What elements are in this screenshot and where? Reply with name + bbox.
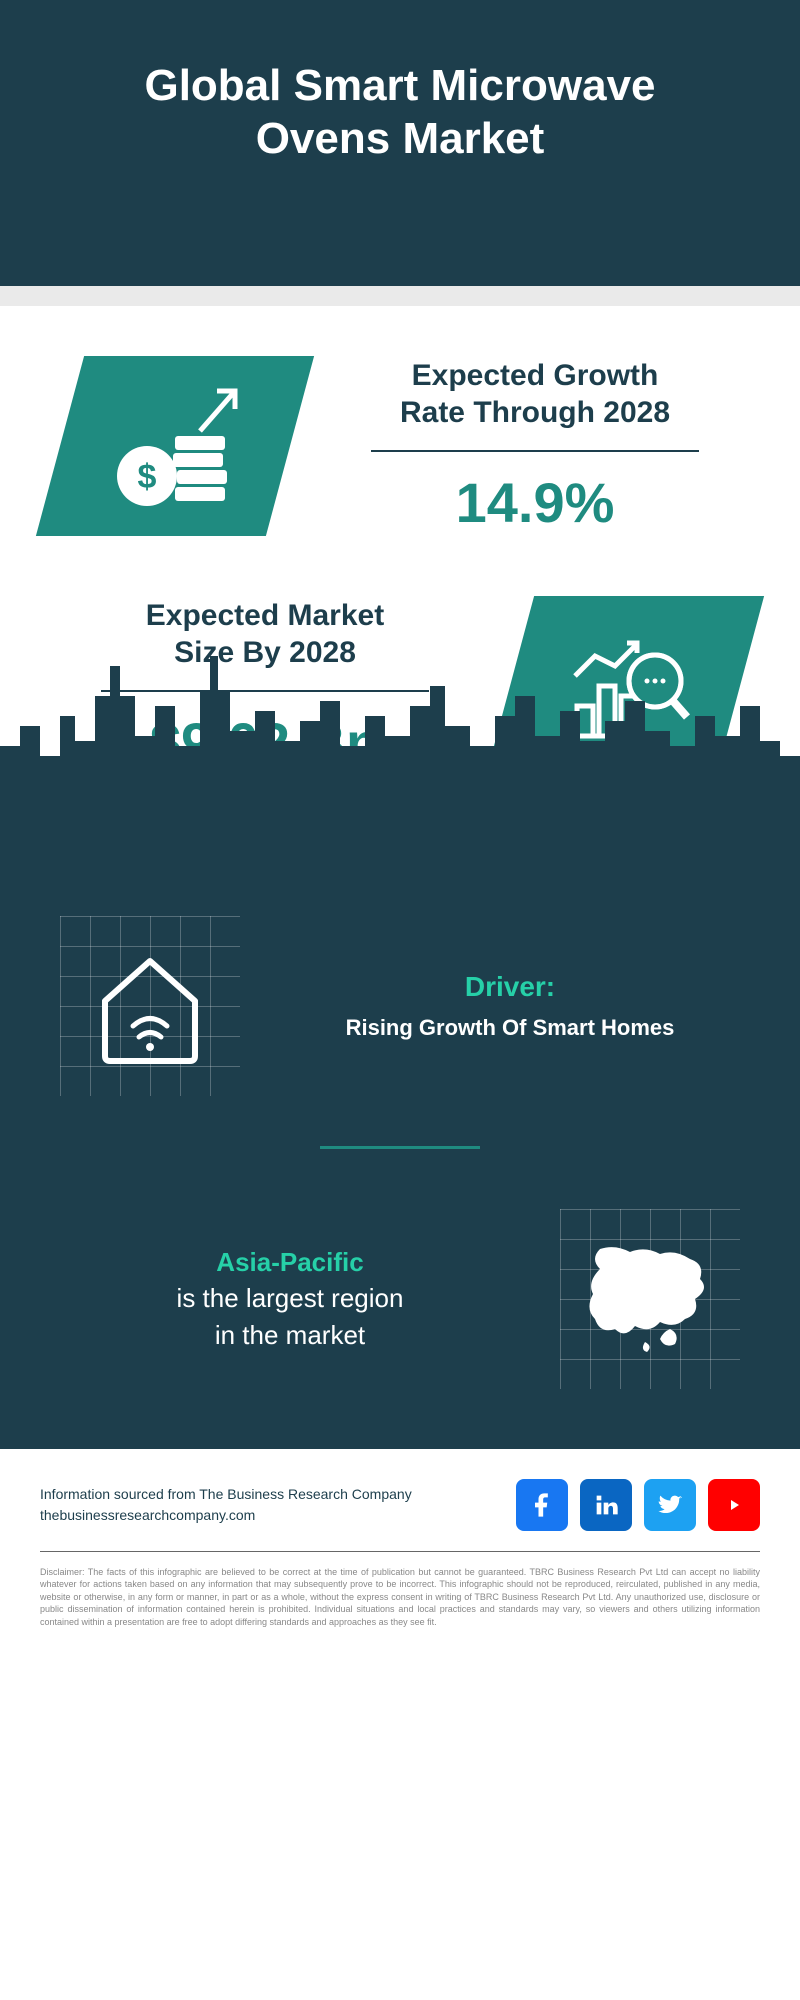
stat-value-growth: 14.9% [330,470,740,535]
title-line-2: Ovens Market [256,114,545,163]
twitter-icon[interactable] [644,1479,696,1531]
driver-icon-box [60,916,240,1096]
smart-home-icon [85,941,215,1071]
driver-row: Driver: Rising Growth Of Smart Homes [60,916,740,1096]
youtube-icon[interactable] [708,1479,760,1531]
teal-divider [320,1146,480,1149]
stat-section-1: $ Expected Growth Rate Through 2028 14.9… [0,306,800,586]
stat-label-growth: Expected Growth Rate Through 2028 [330,357,740,432]
title-line-1: Global Smart Microwave [144,61,655,110]
driver-text: Driver: Rising Growth Of Smart Homes [280,971,740,1041]
stat-text-growth: Expected Growth Rate Through 2028 14.9% [330,357,740,535]
footer-source: Information sourced from The Business Re… [40,1484,412,1526]
region-highlight: Asia-Pacific [216,1247,363,1277]
region-line-2: in the market [215,1320,365,1350]
growth-icon-box: $ [36,356,314,536]
social-icons [516,1479,760,1531]
driver-value: Rising Growth Of Smart Homes [280,1015,740,1041]
footer: Information sourced from The Business Re… [0,1449,800,1649]
skyline-icon [0,646,800,786]
separator-bar [0,286,800,306]
skyline-graphic [0,786,800,906]
asia-map-icon [575,1234,725,1364]
footer-top: Information sourced from The Business Re… [40,1479,760,1552]
page-title: Global Smart Microwave Ovens Market [40,60,760,166]
region-icon-box [560,1209,740,1389]
region-line-1: is the largest region [177,1283,404,1313]
growth-coins-icon: $ [105,381,245,511]
region-row: Asia-Pacific is the largest region in th… [60,1209,740,1389]
driver-label: Driver: [280,971,740,1003]
facebook-icon[interactable] [516,1479,568,1531]
stat-divider [371,450,699,452]
svg-text:$: $ [138,458,157,496]
region-text: Asia-Pacific is the largest region in th… [60,1244,520,1353]
header: Global Smart Microwave Ovens Market [0,0,800,286]
dark-section: Driver: Rising Growth Of Smart Homes Asi… [0,906,800,1449]
disclaimer-text: Disclaimer: The facts of this infographi… [40,1566,760,1629]
linkedin-icon[interactable] [580,1479,632,1531]
stat-row-growth: $ Expected Growth Rate Through 2028 14.9… [60,356,740,536]
